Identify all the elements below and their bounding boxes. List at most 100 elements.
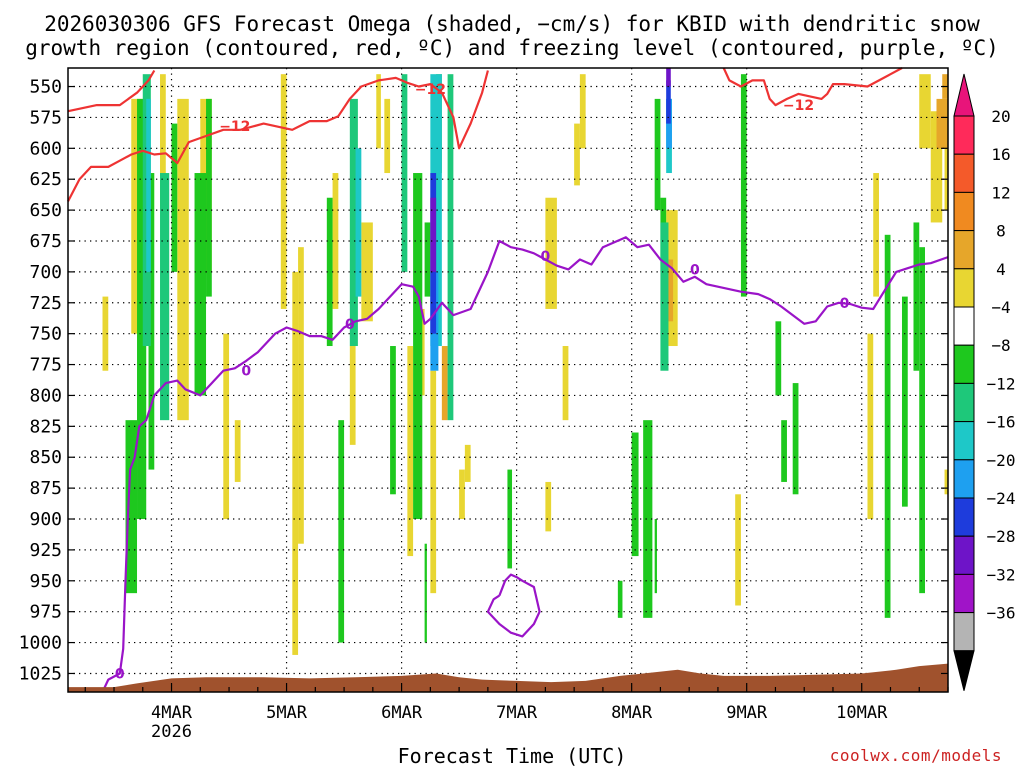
y-tick-label: 550 <box>29 77 62 98</box>
x-tick-label: 9MAR <box>726 703 768 723</box>
colorbar-swatch <box>953 421 975 461</box>
omega-region-cyan <box>355 148 362 297</box>
omega-region-green <box>206 98 212 297</box>
y-tick-label: 650 <box>29 200 62 221</box>
omega-region-green <box>424 222 431 297</box>
x-tick-label: 4MAR <box>151 703 193 723</box>
y-tick-label: 750 <box>29 324 62 345</box>
omega-region-orange <box>666 259 674 322</box>
colorbar-label: 16 <box>991 145 1010 164</box>
colorbar-swatch <box>953 191 975 232</box>
omega-region-teal <box>401 74 408 272</box>
colorbar-label: −36 <box>987 604 1016 623</box>
colorbar-label: 12 <box>991 183 1010 202</box>
contour-label: 0 <box>345 317 355 333</box>
colorbar-label: −24 <box>987 489 1016 508</box>
x-tick-label: 6MAR <box>381 703 423 723</box>
omega-region-cyan <box>146 98 151 272</box>
contour-layer: −12 −12 −12 0 0 0 0 0 0 <box>67 67 949 693</box>
colorbar-label: −4 <box>991 298 1010 317</box>
omega-region-green <box>390 346 396 495</box>
omega-shading-layer <box>102 68 948 655</box>
omega-region-green <box>901 296 908 507</box>
colorbar-swatch <box>953 268 975 308</box>
omega-region-green <box>781 420 787 482</box>
colorbar-label: −12 <box>987 374 1016 393</box>
y-tick-label: 900 <box>29 509 62 530</box>
colorbar-label: −20 <box>987 451 1016 470</box>
omega-region-orange <box>441 346 448 421</box>
contour-line <box>486 573 541 638</box>
omega-region-orange <box>936 98 948 149</box>
omega-region-yellow <box>298 247 304 544</box>
contour-label: 0 <box>115 666 125 682</box>
omega-region-yellow <box>223 333 230 520</box>
y-tick-label: 850 <box>29 447 62 468</box>
contour-label: 0 <box>241 364 251 380</box>
omega-region-yellow <box>234 420 241 482</box>
colorbar-top-arrow <box>953 73 975 117</box>
contour-label: −12 <box>219 119 250 135</box>
omega-region-yellow <box>545 481 552 532</box>
chart-title-line-1: 2026030306 GFS Forecast Omega (shaded, −… <box>44 12 980 36</box>
omega-region-yellow <box>579 74 586 149</box>
terrain-layer <box>68 663 948 692</box>
omega-region-green <box>171 123 178 272</box>
plot-frame <box>67 67 949 693</box>
omega-region-yellow <box>930 111 943 223</box>
omega-region-purple <box>666 68 671 87</box>
colorbar-swatch <box>953 612 975 652</box>
colorbar-swatch <box>953 153 975 193</box>
y-tick-label: 925 <box>29 540 62 561</box>
y-tick-label: 950 <box>29 571 62 592</box>
contour-label: 0 <box>690 262 700 278</box>
omega-region-purple <box>430 197 437 272</box>
omega-region-teal <box>447 74 454 421</box>
colorbar-swatch <box>953 344 975 384</box>
contour-line <box>101 236 949 693</box>
y-tick-label: 575 <box>29 107 62 128</box>
chart-title-line-2: growth region (contoured, red, ºC) and f… <box>25 36 999 60</box>
colorbar-swatch <box>953 230 975 270</box>
omega-region-yellow <box>944 469 948 495</box>
colorbar-label: 20 <box>991 107 1010 126</box>
grid-layer <box>68 68 948 692</box>
contour-line <box>722 67 903 107</box>
y-tick-label: 600 <box>29 138 62 159</box>
omega-region-yellow <box>867 333 874 520</box>
contour-line <box>67 70 489 202</box>
omega-region-yellow <box>361 222 373 322</box>
colorbar-swatch <box>953 497 975 537</box>
x-tick-label: 7MAR <box>496 703 538 723</box>
contour-label: −12 <box>415 82 446 98</box>
omega-region-yellow <box>545 197 557 309</box>
omega-region-yellow <box>562 346 569 421</box>
omega-region-green <box>631 432 639 557</box>
credit-link[interactable]: coolwx.com/models <box>829 746 1002 765</box>
omega-region-yellow <box>873 173 879 297</box>
omega-region-teal <box>160 173 170 421</box>
colorbar-swatch <box>953 115 975 155</box>
colorbar-bottom-arrow <box>953 650 975 691</box>
omega-region-yellow <box>332 173 339 309</box>
y-tick-label: 625 <box>29 169 62 190</box>
colorbar-label: −28 <box>987 527 1016 546</box>
y-tick-label: 675 <box>29 231 62 252</box>
x-tick-label: 5MAR <box>266 703 308 723</box>
omega-region-teal <box>349 98 358 347</box>
y-tick-label: 875 <box>29 478 62 499</box>
terrain-fill <box>68 663 948 692</box>
y-tick-label: 800 <box>29 385 62 406</box>
omega-region-green <box>913 222 920 371</box>
omega-region-yellow <box>280 74 287 309</box>
colorbar-swatch <box>953 459 975 499</box>
omega-region-green <box>740 74 747 297</box>
omega-region-yellow <box>944 123 948 211</box>
y-tick-label: 1000 <box>19 633 62 654</box>
y-axis: 550 575 600 625 650 675 700 725 750 775 800 825 850 8… <box>19 77 948 684</box>
omega-region-yellow <box>735 494 741 606</box>
omega-region-green <box>326 197 333 347</box>
y-tick-label: 700 <box>29 262 62 283</box>
